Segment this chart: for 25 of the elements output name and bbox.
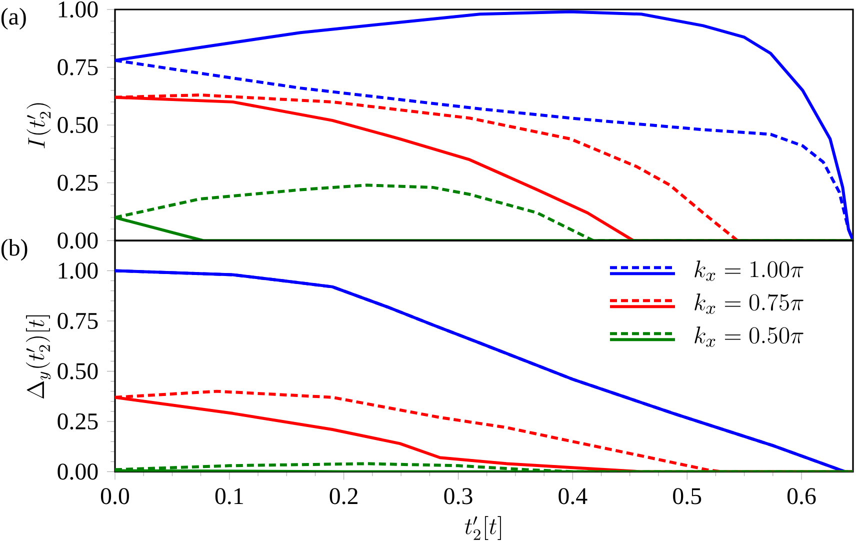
y-tick-label: 1.00 [58,262,98,279]
y-tick-label: 0.50 [58,363,98,380]
x-tick-label: 0.1 [215,488,243,504]
x-tick-label: 0.2 [330,488,358,504]
legend-label: $k_x = 0.75\pi$ [694,294,804,314]
text: (a) [1,8,26,30]
y-tick-label: 0.25 [58,174,98,191]
y-tick-label: 0.75 [58,59,98,76]
legend-label: $k_x = 1.00\pi$ [694,260,804,281]
x-axis-title: $t_2'[t]$ [464,516,501,540]
y-axis-title: $I(t_2')$ [26,103,51,148]
x-tick-label: 0.0 [100,488,130,504]
y-tick-label: 0.25 [58,413,98,430]
y-tick-label: 0.75 [58,312,98,330]
legend-label: $k_x = 0.50\pi$ [694,326,804,347]
y-tick-label: 1.00 [58,1,98,18]
x-tick-label: 0.3 [444,488,472,504]
text: (b) [1,238,28,261]
y-tick-label: 0.50 [58,116,98,134]
y-tick-label: 0.00 [58,464,98,480]
y-axis-title: $\Delta_y(t_2')[t]$ [26,315,51,399]
x-tick-label: 0.4 [558,488,588,504]
x-tick-label: 0.5 [673,488,702,504]
y-tick-label: 0.00 [58,232,98,249]
x-tick-label: 0.6 [787,488,816,504]
